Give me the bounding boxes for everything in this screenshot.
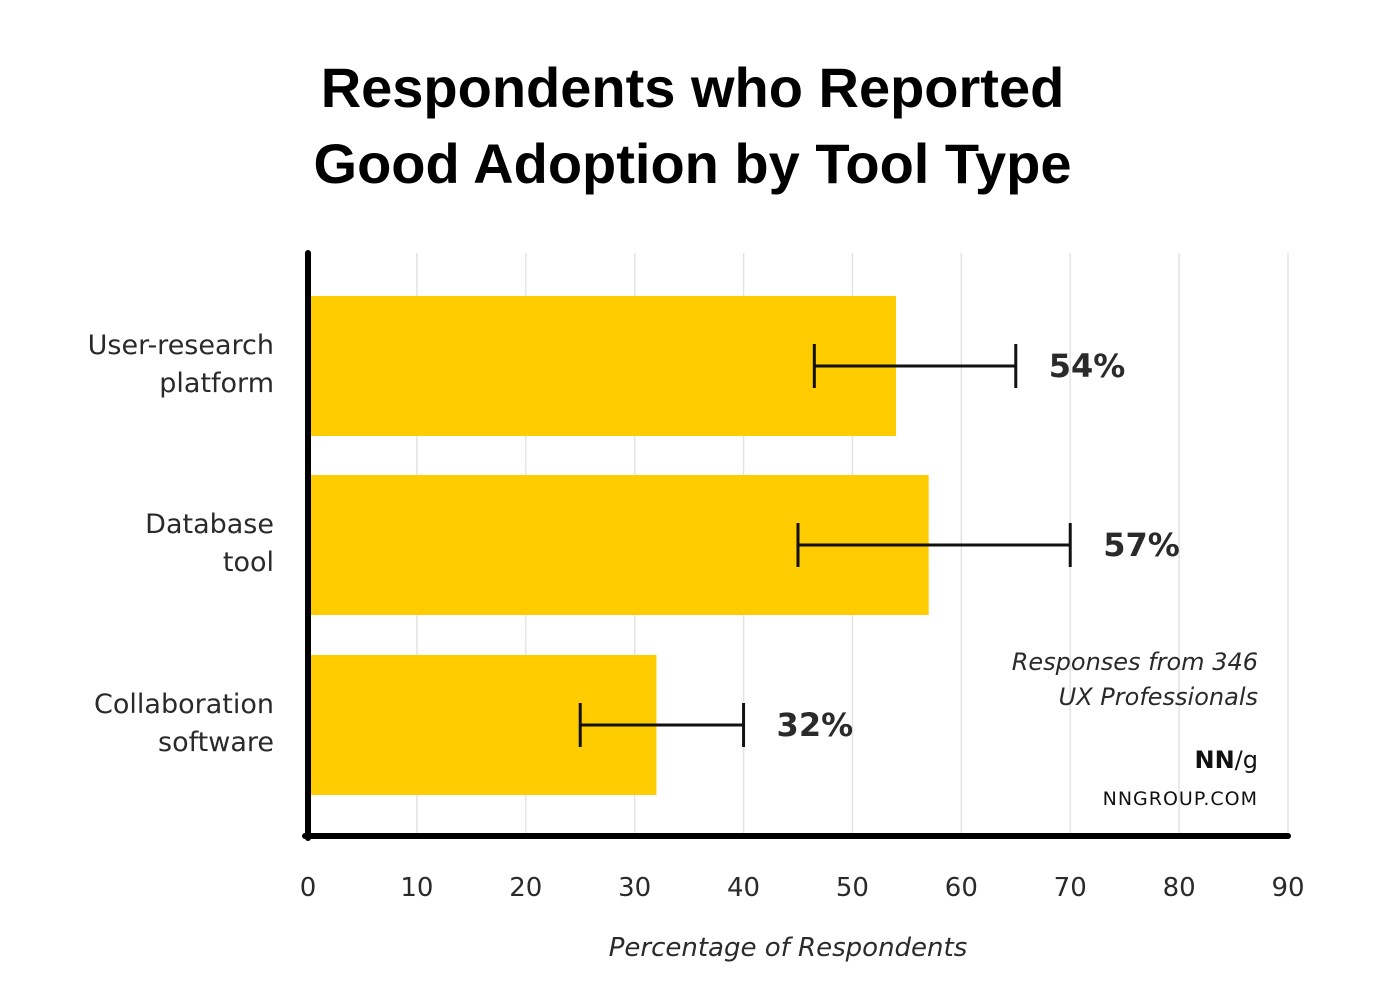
chart-title-line-2: Good Adoption by Tool Type xyxy=(313,132,1072,195)
logo-g: g xyxy=(1243,746,1258,774)
error-bar xyxy=(578,703,746,747)
logo-nn: NN xyxy=(1195,746,1235,774)
logo-slash: / xyxy=(1235,746,1244,774)
nng-logo: NN/g xyxy=(1195,746,1259,774)
value-labels: 54% 57% 32% xyxy=(777,347,1180,744)
value-label: 32% xyxy=(777,706,854,744)
site-url: NNGROUP.COM xyxy=(1103,788,1258,810)
responses-note-line-1: Responses from 346 xyxy=(1012,648,1258,676)
x-tick-label: 40 xyxy=(727,873,760,903)
bar xyxy=(308,296,896,436)
chart-title: Respondents who Reported Good Adoption b… xyxy=(0,50,1385,202)
x-tick-labels: 0 10 20 30 40 50 60 70 80 90 xyxy=(300,873,1305,903)
x-tick-label: 0 xyxy=(300,873,317,903)
chart-title-line-1: Respondents who Reported xyxy=(320,56,1065,119)
value-label: 54% xyxy=(1049,347,1126,385)
category-label: platform xyxy=(159,368,274,399)
category-labels: User-research platform Database tool Collabo… xyxy=(88,330,274,758)
error-bar xyxy=(812,344,1018,388)
category-label: tool xyxy=(223,547,274,578)
value-label: 57% xyxy=(1103,526,1180,564)
category-label: Collaboration xyxy=(94,689,274,720)
x-tick-label: 50 xyxy=(836,873,869,903)
category-label: software xyxy=(158,727,274,758)
responses-note-line-2: UX Professionals xyxy=(1059,683,1258,711)
x-tick-label: 80 xyxy=(1163,873,1196,903)
bars xyxy=(308,296,929,795)
x-tick-label: 60 xyxy=(945,873,978,903)
category-label: User-research xyxy=(88,330,274,361)
x-tick-label: 30 xyxy=(618,873,651,903)
x-tick-label: 90 xyxy=(1271,873,1304,903)
x-tick-label: 20 xyxy=(509,873,542,903)
x-axis-title: Percentage of Respondents xyxy=(609,933,968,963)
error-bar xyxy=(796,523,1072,567)
error-bars xyxy=(578,344,1072,747)
x-tick-label: 70 xyxy=(1054,873,1087,903)
x-tick-label: 10 xyxy=(400,873,433,903)
category-label: Database xyxy=(145,509,274,540)
